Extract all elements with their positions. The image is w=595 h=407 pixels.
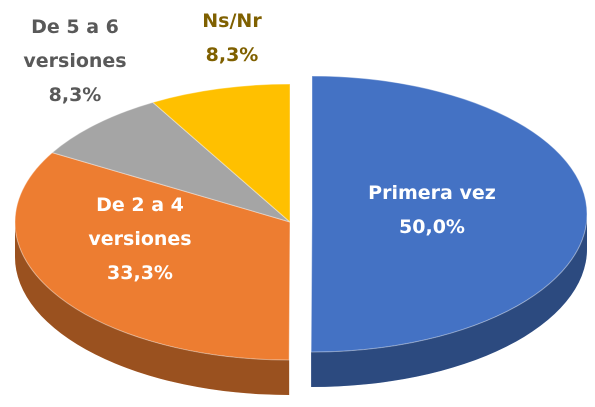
value-label: 50,0% (399, 216, 465, 238)
slice-side (311, 214, 587, 387)
slice (310, 75, 588, 353)
slice (51, 101, 291, 223)
slice-label: Ns/Nr 8,3% (172, 4, 292, 72)
slice-label: De 2 a 4 versiones 33,3% (60, 188, 220, 290)
slice-label: De 5 a 6 versiones 8,3% (0, 10, 155, 112)
category-label: De 2 a 4 versiones (88, 194, 192, 250)
category-label: De 5 a 6 versiones (23, 16, 127, 72)
slice-side-shade (311, 214, 587, 387)
slice-label: Primera vez 50,0% (332, 176, 532, 244)
slice-side-shade (15, 222, 290, 395)
value-label: 33,3% (107, 262, 173, 284)
category-label: Ns/Nr (202, 10, 262, 32)
category-label: Primera vez (368, 182, 496, 204)
slice-side (15, 222, 290, 395)
slice (151, 83, 291, 224)
value-label: 8,3% (48, 84, 102, 106)
slice (14, 152, 291, 361)
value-label: 8,3% (205, 44, 259, 66)
